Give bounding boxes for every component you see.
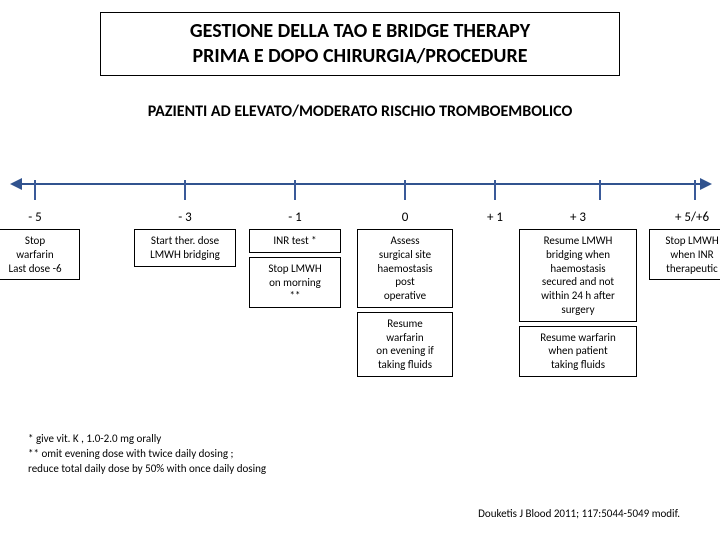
event-line: taking fluids (362, 358, 448, 372)
axis-tick (294, 180, 296, 200)
event-line: LMWH bridging (139, 248, 231, 262)
axis-tick (184, 180, 186, 200)
event-line: haemostasis (362, 262, 448, 276)
timeline-column: - 3 Start ther. doseLMWH bridging (134, 210, 236, 267)
event-line: within 24 h after (524, 289, 632, 303)
title-box: GESTIONE DELLA TAO E BRIDGE THERAPY PRIM… (100, 12, 620, 76)
event-line: secured and not (524, 275, 632, 289)
timeline-column: + 5/+6 Stop LMWHwhen INRtherapeutic (649, 210, 720, 280)
event-box: Resumewarfarinon evening iftaking fluids (357, 312, 453, 377)
timeline-column: - 5 StopwarfarinLast dose -6 (0, 210, 80, 280)
event-line: Resume (362, 317, 448, 331)
day-label: + 3 (519, 210, 637, 225)
event-line: warfarin (0, 248, 75, 262)
event-line: ** (254, 289, 336, 303)
event-box: Start ther. doseLMWH bridging (134, 229, 236, 267)
event-line: when patient (524, 344, 632, 358)
event-line: on evening if (362, 344, 448, 358)
event-line: Start ther. dose (139, 234, 231, 248)
event-box: INR test * (249, 229, 341, 253)
day-label: - 3 (134, 210, 236, 225)
timeline-column: + 1 (484, 210, 506, 227)
timeline-axis (10, 180, 710, 188)
axis-tick (34, 180, 36, 200)
footnote-2: ** omit evening dose with twice daily do… (28, 447, 266, 462)
event-line: Last dose -6 (0, 262, 75, 276)
day-label: - 5 (0, 210, 80, 225)
event-line: surgical site (362, 248, 448, 262)
event-line: Assess (362, 234, 448, 248)
timeline-column: + 3 Resume LMWHbridging whenhaemostasisse… (519, 210, 637, 377)
footnote-3: reduce total daily dose by 50% with once… (28, 462, 266, 477)
event-line: taking fluids (524, 358, 632, 372)
event-line: on morning (254, 276, 336, 290)
event-box: StopwarfarinLast dose -6 (0, 229, 80, 280)
day-label: - 1 (249, 210, 341, 225)
event-line: therapeutic (654, 262, 720, 276)
event-box: Resume LMWHbridging whenhaemostasissecur… (519, 229, 637, 322)
event-box: Stop LMWHwhen INRtherapeutic (649, 229, 720, 280)
event-box: Resume warfarinwhen patienttaking fluids (519, 326, 637, 377)
event-line: Resume warfarin (524, 331, 632, 345)
axis-tick (694, 180, 696, 200)
timeline-column: 0 Assesssurgical sitehaemostasispostopera… (357, 210, 453, 377)
title-line-2: PRIMA E DOPO CHIRURGIA/PROCEDURE (113, 44, 607, 69)
event-line: bridging when (524, 248, 632, 262)
day-label: + 1 (484, 210, 506, 225)
footnotes: * give vit. K , 1.0-2.0 mg orally ** omi… (28, 432, 266, 477)
event-line: haemostasis (524, 262, 632, 276)
day-label: + 5/+6 (649, 210, 720, 225)
arrow-right-icon (700, 178, 712, 190)
day-label: 0 (357, 210, 453, 225)
event-line: post (362, 275, 448, 289)
event-line: Stop LMWH (654, 234, 720, 248)
event-line: warfarin (362, 331, 448, 345)
event-line: when INR (654, 248, 720, 262)
axis-tick (494, 180, 496, 200)
subtitle: PAZIENTI AD ELEVATO/MODERATO RISCHIO TRO… (0, 102, 720, 121)
axis-line (20, 183, 704, 185)
footnote-1: * give vit. K , 1.0-2.0 mg orally (28, 432, 266, 447)
axis-tick (599, 180, 601, 200)
event-line: Stop (0, 234, 75, 248)
axis-tick (404, 180, 406, 200)
event-box: Assesssurgical sitehaemostasispostoperat… (357, 229, 453, 308)
event-line: operative (362, 289, 448, 303)
citation: Douketis J Blood 2011; 117:5044-5049 mod… (478, 507, 680, 520)
title-line-1: GESTIONE DELLA TAO E BRIDGE THERAPY (113, 19, 607, 44)
event-line: INR test * (254, 234, 336, 248)
event-line: surgery (524, 303, 632, 317)
event-line: Resume LMWH (524, 234, 632, 248)
event-box: Stop LMWHon morning** (249, 257, 341, 308)
event-line: Stop LMWH (254, 262, 336, 276)
timeline-column: - 1 INR test * Stop LMWHon morning** (249, 210, 341, 308)
